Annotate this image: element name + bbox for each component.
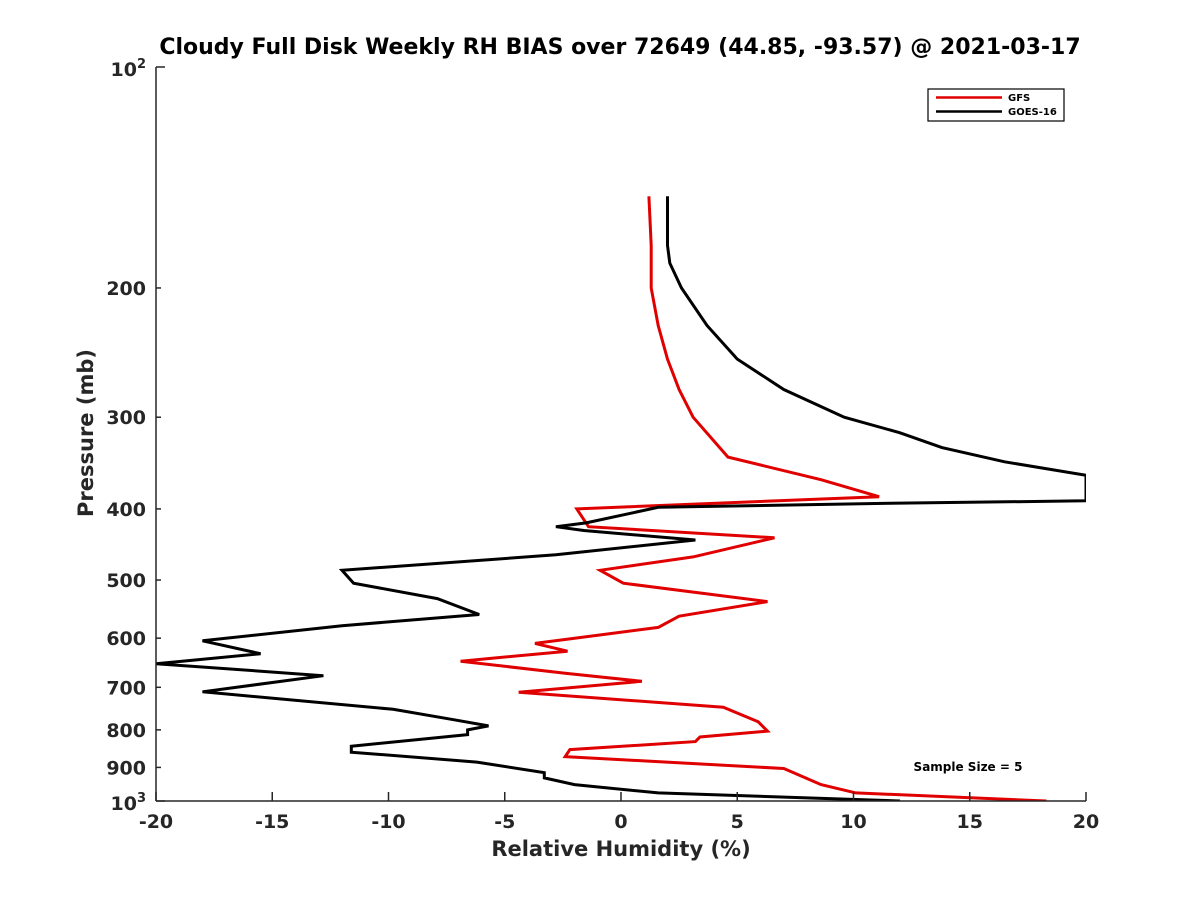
y-tick-label: 200 xyxy=(106,278,146,300)
y-tick-label: 500 xyxy=(106,570,146,592)
x-tick-label: 5 xyxy=(731,811,744,833)
x-tick-label: 0 xyxy=(614,811,627,833)
series-line-goes16 xyxy=(156,196,1086,801)
chart-title: Cloudy Full Disk Weekly RH BIAS over 726… xyxy=(159,35,1080,60)
y-tick-label: 300 xyxy=(106,407,146,429)
x-tick-label: 15 xyxy=(957,811,983,833)
x-tick-label: -5 xyxy=(494,811,515,833)
axes-group: -20 -15 -10 -5 0 5 10 15 20 200 300 400 500 600 700 800… xyxy=(106,57,1099,833)
y-tick-label: 700 xyxy=(106,677,146,699)
x-tick-label: -20 xyxy=(139,811,173,833)
y-tick-label-power: 103 xyxy=(111,791,147,815)
x-tick-label: 20 xyxy=(1073,811,1099,833)
x-tick-label: 10 xyxy=(840,811,866,833)
legend: GFS GOES-16 xyxy=(927,88,1065,122)
x-axis-label: Relative Humidity (%) xyxy=(491,837,750,861)
legend-label-goes16: GOES-16 xyxy=(1008,107,1057,118)
series-group xyxy=(156,196,1086,801)
y-axis-label: Pressure (mb) xyxy=(74,349,98,517)
legend-box xyxy=(927,88,1065,122)
y-tick-label-power: 102 xyxy=(111,57,147,81)
legend-label-gfs: GFS xyxy=(1008,93,1030,104)
series-line-gfs xyxy=(460,196,1047,801)
y-tick-label: 900 xyxy=(106,757,146,779)
sample-size-annotation: Sample Size = 5 xyxy=(914,760,1023,774)
y-tick-label: 600 xyxy=(106,628,146,650)
x-tick-label: -15 xyxy=(255,811,289,833)
y-tick-label: 400 xyxy=(106,499,146,521)
y-tick-label: 800 xyxy=(106,720,146,742)
x-tick-label: -10 xyxy=(371,811,405,833)
plot-area xyxy=(156,196,1086,801)
